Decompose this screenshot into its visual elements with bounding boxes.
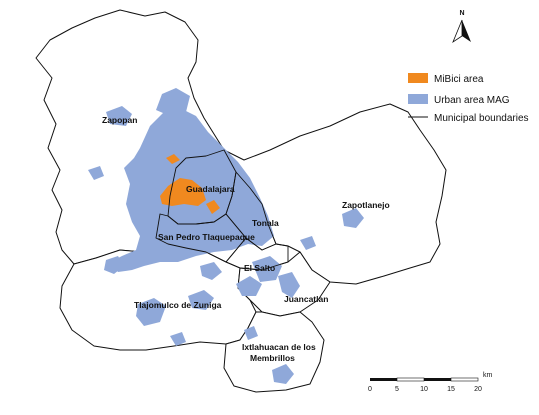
urban-patch-n: [200, 262, 222, 280]
scale-unit: km: [483, 372, 493, 379]
urban-patch-k: [272, 364, 294, 384]
scale-bar: 0 5 10 15 20 km: [368, 372, 492, 393]
urban-patch-m: [170, 332, 186, 346]
scale-tick-0: 0: [368, 386, 372, 393]
urban-patch-d: [136, 298, 166, 326]
boundary-el-salto: [225, 237, 289, 271]
mibici-east: [206, 200, 220, 214]
urban-patch-c: [104, 256, 124, 274]
urban-patch-l: [244, 326, 258, 340]
urban-patch-b: [88, 166, 104, 180]
north-label: N: [459, 10, 464, 17]
label-tonala: Tonala: [252, 218, 279, 228]
label-zapotlanejo: Zapotlanejo: [342, 200, 390, 210]
urban-patch-e: [188, 290, 214, 310]
label-el-salto: El Salto: [244, 263, 275, 273]
urban-patch-f: [236, 276, 262, 296]
inner-boundaries: [155, 149, 289, 271]
legend-swatch-urban: [408, 94, 428, 104]
label-ixtlahuacan-line2: Membrillos: [250, 353, 295, 363]
urban-patch-a: [106, 106, 132, 126]
scale-tick-5: 5: [395, 386, 399, 393]
label-zapopan: Zapopan: [102, 115, 137, 125]
label-san-pedro: San Pedro Tlaquepaque: [158, 232, 255, 242]
legend-swatch-mibici: [408, 73, 428, 83]
legend-label-mibici: MiBici area: [434, 74, 484, 85]
scale-seg-1: [370, 378, 397, 381]
urban-patch-g: [252, 256, 282, 282]
urban-north: [156, 88, 190, 116]
north-arrow: N: [452, 10, 471, 44]
label-ixtlahuacan-line1: Ixtlahuacan de los: [242, 342, 316, 352]
urban-patch-h: [278, 272, 300, 298]
municipality-labels: Zapopan Guadalajara Tonala Zapotlanejo S…: [102, 115, 390, 363]
scale-tick-20: 20: [474, 386, 482, 393]
urban-patch-i: [342, 208, 364, 228]
scale-seg-3: [424, 378, 451, 381]
mibici-main: [160, 178, 206, 206]
legend-label-boundaries: Municipal boundaries: [434, 113, 529, 124]
mibici-north: [166, 154, 180, 164]
scale-seg-4: [450, 377, 479, 382]
label-guadalajara: Guadalajara: [186, 184, 235, 194]
label-tlajomulco: Tlajomulco de Zuniga: [134, 300, 222, 310]
scale-tick-15: 15: [447, 386, 455, 393]
legend-label-urban: Urban area MAG: [434, 95, 510, 106]
urban-patch-j: [300, 236, 316, 250]
legend: MiBici area Urban area MAG Municipal bou…: [408, 73, 529, 124]
label-juancatlan: Juancatlan: [284, 294, 328, 304]
scale-seg-2: [396, 377, 425, 382]
mibici-area: [160, 154, 220, 214]
scale-tick-10: 10: [420, 386, 428, 393]
